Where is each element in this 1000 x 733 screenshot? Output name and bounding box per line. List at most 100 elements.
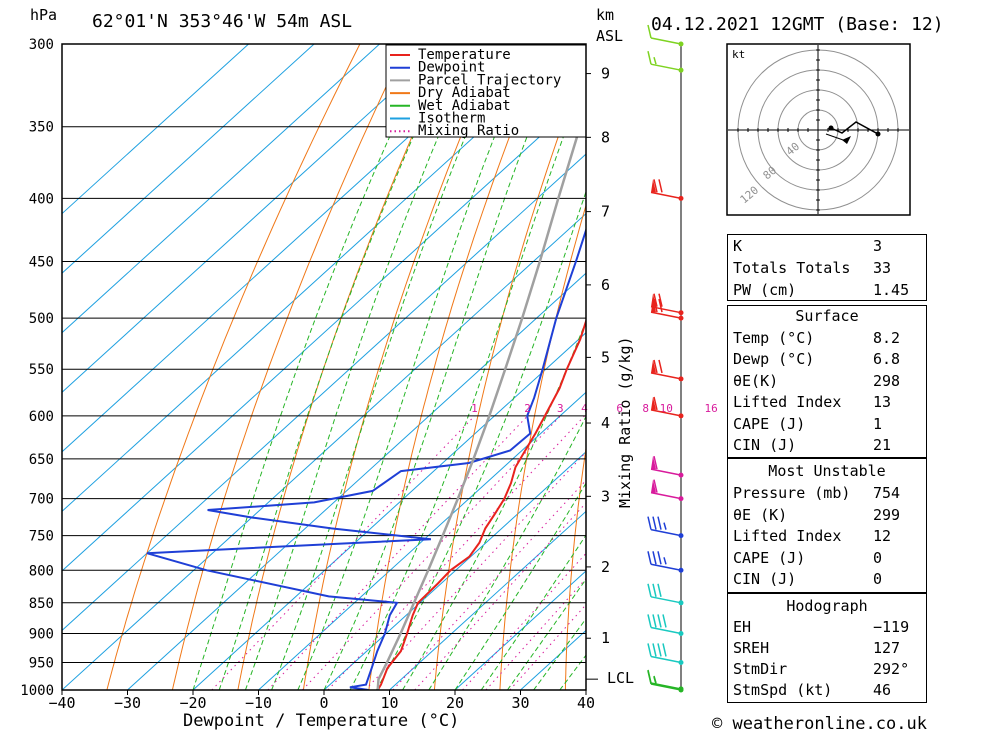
dry-adiabat-line [986, 44, 1000, 690]
mixing-ratio-line [267, 415, 528, 690]
mixing-ratio-line [365, 451, 586, 690]
mixing-ratio-label: 1 [471, 402, 478, 415]
wind-barb-half-feather [653, 56, 657, 65]
pressure-tick-label: 300 [29, 37, 54, 53]
isotherm-line [258, 391, 586, 690]
index-value: 33 [873, 259, 892, 277]
km-tick-label: 7 [601, 203, 610, 221]
wind-barb-staff [650, 468, 682, 476]
wind-barb-staff [650, 37, 682, 45]
legend-entry: Parcel Trajectory [418, 72, 561, 88]
km-tick-label: 6 [601, 276, 610, 294]
hodograph-value: 46 [873, 681, 892, 699]
wind-barb-staff [650, 191, 682, 200]
wind-barb-feather [662, 614, 667, 628]
wet-adiabat-line [349, 73, 586, 690]
wind-barb-staff [650, 372, 682, 380]
surface-title: Surface [795, 307, 859, 325]
hpa-unit-label: hPa [30, 6, 57, 24]
wind-barb-feather [653, 479, 658, 493]
isotherm-line [62, 44, 446, 393]
wind-barb-feather [657, 643, 662, 657]
surface-value: 1 [873, 415, 883, 433]
surface-table: Surface Temp (°C) 8.2 Dewp (°C) 6.8 θE(K… [727, 305, 927, 458]
wind-barb-feather [653, 359, 658, 374]
pressure-tick-label: 900 [29, 626, 54, 642]
surface-row-theta-e: θE(K) 298 [728, 371, 926, 392]
pressure-tick-label: 600 [29, 409, 54, 425]
most-unstable-label: CAPE (J) [733, 549, 806, 567]
isotherm-line [62, 44, 511, 453]
wind-barb [647, 669, 682, 690]
surface-row-dewp: Dewp (°C) 6.8 [728, 349, 926, 370]
index-row-pw: PW (cm) 1.45 [728, 280, 926, 301]
wind-barb-feather [658, 293, 663, 307]
surface-label: Lifted Index [733, 393, 842, 411]
series-parcel-trajectory [376, 104, 586, 690]
index-value: 1.45 [873, 281, 910, 299]
hodograph-title-row: Hodograph [728, 596, 926, 617]
wind-barb-pennant [651, 456, 656, 470]
copyright-notice: © weatheronline.co.uk [712, 714, 927, 733]
hodograph-point [828, 125, 834, 131]
most-unstable-label: CIN (J) [733, 570, 797, 588]
pressure-tick-label: 500 [29, 311, 54, 327]
lcl-label: LCL [607, 669, 634, 687]
hodograph-table: Hodograph EH −119 SREH 127 StmDir 292° S… [727, 593, 927, 703]
wind-barb-half-feather [663, 522, 667, 530]
index-row-k: K 3 [728, 236, 926, 257]
hodograph-value: 292° [873, 660, 910, 678]
hodograph-label: StmSpd (kt) [733, 681, 833, 699]
hodograph-row-sreh: SREH 127 [728, 638, 926, 659]
km-tick-label: 1 [601, 629, 610, 647]
wind-barb-staff [650, 682, 682, 690]
wind-barb-feather [653, 396, 658, 411]
wind-barb-half-feather [663, 557, 667, 565]
hodograph-row-eh: EH −119 [728, 617, 926, 638]
most-unstable-row-cin: CIN (J) 0 [728, 569, 926, 590]
wet-adiabat-line [402, 319, 586, 690]
wind-barb-feather [653, 455, 658, 470]
series-temperature [376, 317, 586, 690]
wind-barb-feather [652, 583, 657, 597]
isotherm-line [62, 44, 249, 215]
wind-barb-pennant [651, 293, 656, 307]
km-tick-label: 3 [601, 487, 610, 505]
mixing-ratio-label: 8 [642, 402, 649, 415]
surface-row-cin: CIN (J) 21 [728, 435, 926, 456]
wind-barb [647, 24, 682, 45]
wind-barb-feather [652, 516, 657, 530]
wind-barb-feather [647, 24, 652, 39]
most-unstable-label: θE (K) [733, 506, 788, 524]
hodograph-row-stmspd: StmSpd (kt) 46 [728, 680, 926, 701]
isotherm-line [62, 212, 586, 690]
pressure-tick-label: 950 [29, 655, 54, 671]
wet-adiabat-line [533, 617, 586, 690]
legend-entry: Isotherm [418, 111, 485, 127]
most-unstable-label: Lifted Index [733, 527, 842, 545]
km-tick-label: 2 [601, 558, 610, 576]
surface-label: Temp (°C) [733, 329, 815, 347]
index-label: Totals Totals [733, 259, 851, 277]
isotherm-line [454, 570, 586, 690]
mixing-ratio-label: 3 [557, 402, 564, 415]
pressure-tick-label: 700 [29, 492, 54, 508]
km-tick-label: 5 [601, 348, 610, 366]
pressure-tick-label: 400 [29, 191, 54, 207]
most-unstable-table: Most Unstable Pressure (mb) 754 θE (K) 2… [727, 458, 927, 593]
storm-motion-marker [842, 136, 851, 144]
wind-barb-feather [653, 293, 658, 307]
wind-barb-feather [657, 583, 662, 597]
mixing-ratio-line [392, 479, 586, 690]
x-tick-label: −10 [245, 694, 272, 712]
mixing-ratio-line [414, 502, 586, 690]
wind-barb-feather [652, 643, 657, 657]
wind-barb-feather [658, 179, 663, 193]
wind-barb-feather [653, 179, 658, 193]
isotherm-line [62, 44, 315, 274]
dry-adiabat-line [368, 44, 547, 690]
surface-row-temp: Temp (°C) 8.2 [728, 328, 926, 349]
pressure-tick-label: 650 [29, 452, 54, 468]
wind-barb-feather [658, 298, 663, 313]
